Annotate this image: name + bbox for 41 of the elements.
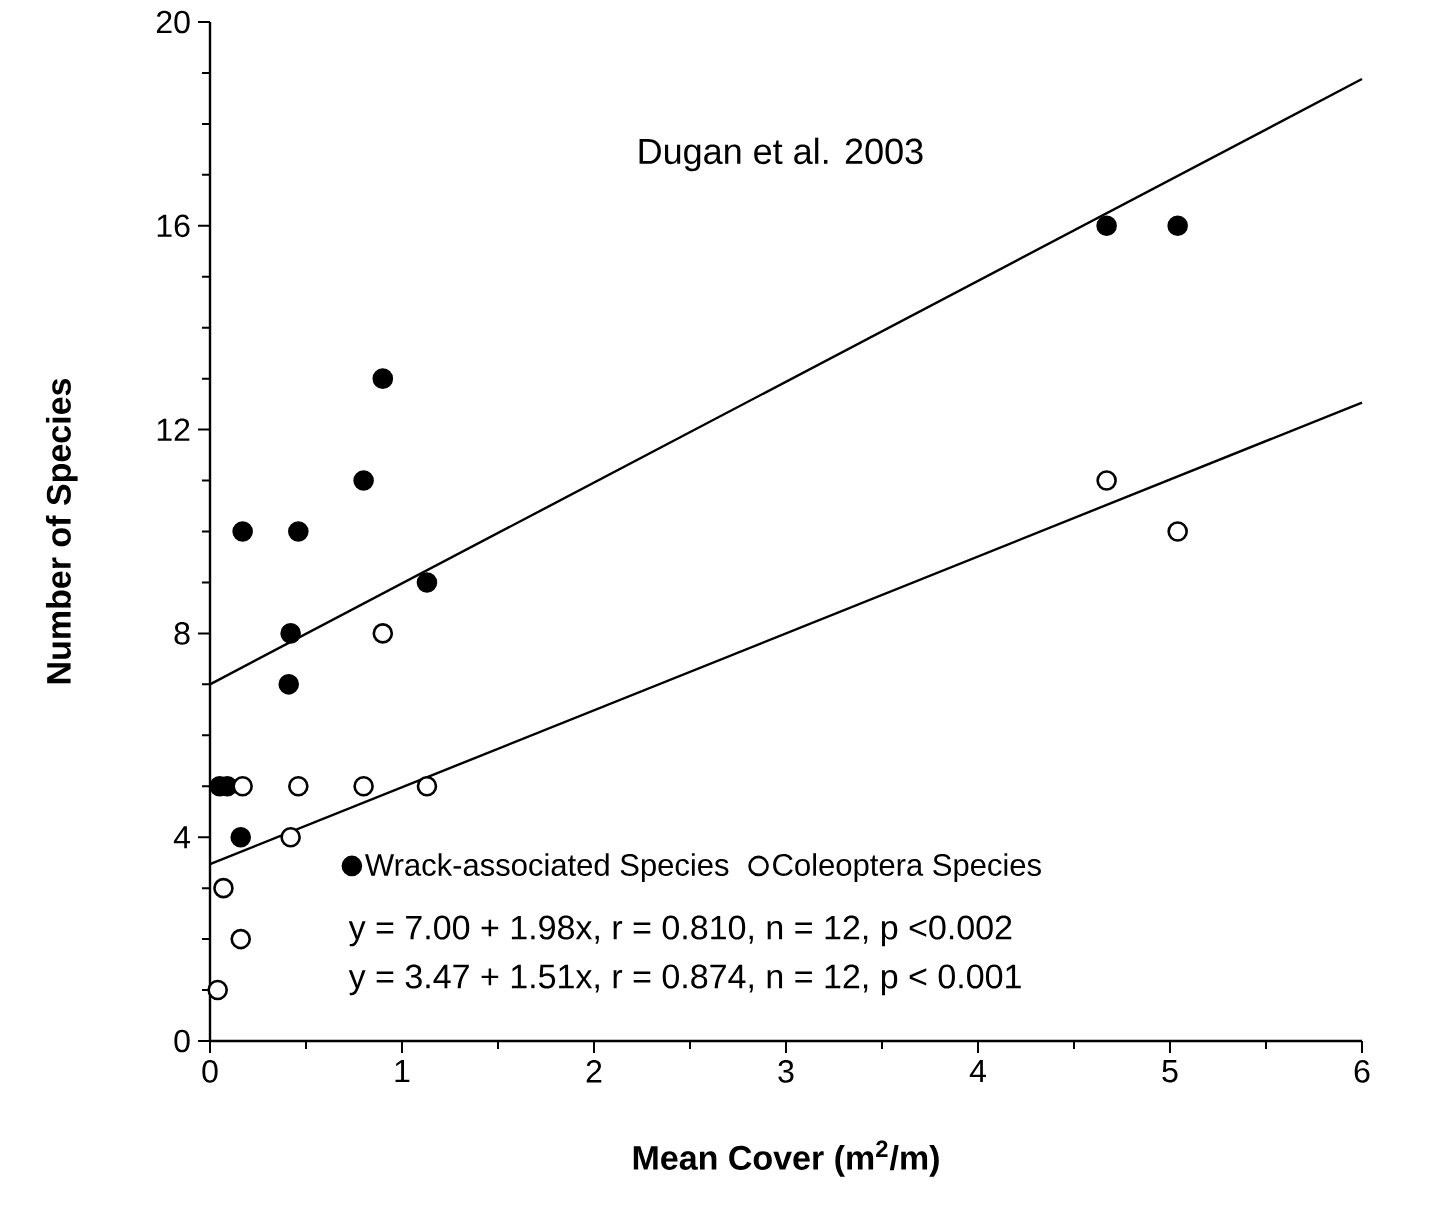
point [1167, 521, 1188, 542]
legend-label: Coleoptera Species [773, 853, 1041, 883]
x-axis-title: Mean Cover (m$^{2}$/m) [633, 1140, 939, 1177]
y-axis-title: Number of Species [45, 378, 78, 684]
y-tick-label: 8 [174, 622, 190, 645]
x-tick-label: 3 [778, 1060, 794, 1083]
point [207, 979, 228, 1001]
point [353, 470, 374, 491]
y-tick-label: 20 [156, 10, 190, 34]
point [1096, 215, 1117, 237]
point [288, 775, 309, 797]
point [1167, 215, 1188, 237]
x-tick-label: 0 [202, 1060, 218, 1083]
y-tick-label: 16 [157, 214, 190, 238]
y-tick-label: 4 [173, 826, 190, 849]
x-tick-label: 6 [1354, 1060, 1370, 1083]
point [278, 674, 300, 695]
legend-label: Wrack-associated Species [365, 853, 729, 883]
point [353, 775, 374, 797]
x-tick-label: 1 [395, 1060, 410, 1083]
y-tick-label: 0 [174, 1029, 190, 1053]
x-tick-label: 4 [969, 1060, 986, 1083]
annotation: y = 3.47 + 1.51x, r = 0.874, n = 12, p < 0.001 [348, 964, 1021, 996]
point [372, 368, 394, 389]
point [280, 623, 301, 644]
point [372, 623, 394, 644]
point [230, 928, 252, 950]
point [232, 775, 253, 797]
annotation: y = 7.00 + 1.98x, r = 0.810, n = 12, p <0.002 [348, 915, 1012, 947]
annotation: Dugan et al. 2003 [639, 137, 923, 172]
point [288, 521, 309, 542]
x-tick-label: 5 [1162, 1060, 1178, 1083]
point [280, 826, 301, 848]
point [232, 521, 253, 542]
x-tick-label: 2 [586, 1060, 602, 1083]
point [1096, 470, 1117, 491]
point [230, 826, 252, 848]
y-tick-label: 12 [157, 418, 190, 441]
point [416, 775, 438, 797]
point [213, 877, 234, 899]
point [416, 572, 438, 593]
